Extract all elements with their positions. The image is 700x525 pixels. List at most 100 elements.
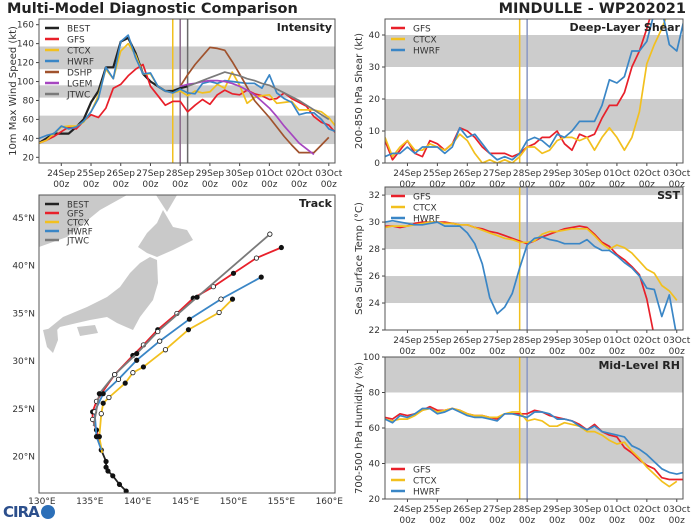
track-point-hwrf (186, 316, 192, 322)
sst-series-hwrf (385, 219, 677, 330)
track-x-tick-label: 140°E (124, 497, 152, 507)
shear-legend-label: GFS (413, 25, 431, 35)
shear-x-tick-sublabel: 00z (399, 180, 415, 190)
sst-gray-band (385, 222, 683, 250)
track-point-gfs (278, 244, 284, 251)
rh-x-tick-label: 27Sep (483, 505, 512, 515)
intensity-y-tick-label: 60 (23, 115, 35, 125)
track-line-hwrf (93, 276, 262, 451)
intensity-series-jtwc (187, 71, 330, 121)
sst-y-axis-label: Sea Surface Temp (°C) (354, 202, 365, 315)
intensity-series-group (39, 34, 335, 156)
rh-x-tick-sublabel: 00z (459, 516, 475, 525)
intensity-x-tick-label: 29Sep (196, 169, 225, 179)
sst-plot-area (385, 187, 683, 330)
rh-x-tick-sublabel: 00z (519, 516, 535, 525)
track-x-tick-label: 155°E (268, 497, 296, 507)
rh-panel-title: Mid-Level RH (598, 359, 680, 372)
rh-axes-frame (384, 356, 684, 500)
intensity-series-hwrf (39, 34, 335, 140)
intensity-x-tick-sublabel: 00z (261, 180, 277, 190)
shear-legend-label: CTCX (413, 36, 437, 46)
track-y-tick-label: 30°N (12, 357, 35, 367)
sst-x-tick-sublabel: 00z (459, 347, 475, 357)
intensity-x-tick-sublabel: 00z (172, 180, 188, 190)
track-point-ctcx (100, 400, 106, 406)
shear-y-axis-label: 200-850 hPa Shear (kt) (354, 33, 365, 149)
rh-y-tick-label: 80 (369, 389, 381, 399)
shear-axes-frame (384, 18, 684, 164)
rh-x-tick-sublabel: 00z (609, 516, 625, 525)
rh-x-tick-sublabel: 00z (429, 516, 445, 525)
track-legend-label: JTWC (66, 237, 89, 247)
rh-x-tick-sublabel: 00z (579, 516, 595, 525)
storm-title: MINDULLE - WP202021 (498, 1, 686, 17)
shear-x-tick-sublabel: 00z (579, 180, 595, 190)
sst-y-tick-label: 28 (369, 245, 381, 255)
track-point-hwrf (115, 376, 122, 382)
shear-x-tick-label: 24Sep (393, 169, 422, 179)
intensity-x-tick-sublabel: 00z (291, 180, 307, 190)
rh-x-tick-label: 29Sep (543, 505, 572, 515)
track-y-tick-label: 45°N (12, 214, 35, 224)
cira-logo: CIRA (3, 503, 55, 521)
sst-x-tick-label: 27Sep (483, 336, 512, 346)
sst-x-tick-sublabel: 00z (489, 347, 505, 357)
rh-x-tick-sublabel: 00z (549, 516, 565, 525)
shear-y-tick-label: 10 (369, 127, 381, 137)
shear-x-tick-sublabel: 00z (459, 180, 475, 190)
shear-x-tick-label: 28Sep (513, 169, 542, 179)
track-point-ctcx (216, 309, 222, 316)
land-honshu (47, 257, 158, 337)
track-x-tick-label: 160°E (316, 497, 344, 507)
intensity-panel-title: Intensity (277, 21, 332, 34)
page-title: Multi-Model Diagnostic Comparison (7, 1, 298, 17)
rh-x-tick-label: 26Sep (453, 505, 482, 515)
intensity-y-tick-label: 120 (17, 59, 34, 69)
track-point-hwrf (157, 338, 163, 344)
track-point-hwrf (134, 357, 140, 363)
shear-x-tick-label: 03Oct (663, 169, 690, 179)
track-point-jtwc (267, 231, 273, 237)
rh-y-tick-label: 20 (369, 495, 381, 505)
track-plot-area (39, 195, 335, 493)
land-mainland-asia (39, 195, 127, 247)
intensity-x-tick-sublabel: 00z (202, 180, 218, 190)
rh-y-axis-label: 700-500 hPa Humidity (%) (354, 362, 365, 494)
intensity-legend-label: JTWC (66, 91, 90, 101)
shear-x-tick-sublabel: 00z (429, 180, 445, 190)
track-x-tick-label: 150°E (220, 497, 248, 507)
sst-legend-label: HWRF (413, 215, 440, 225)
sst-x-tick-label: 24Sep (393, 336, 422, 346)
sst-x-tick-label: 26Sep (453, 336, 482, 346)
track-point-best (116, 481, 123, 488)
shear-series-hwrf (385, 19, 683, 161)
track-point-ctcx (130, 370, 136, 376)
rh-x-tick-label: 03Oct (663, 505, 690, 515)
intensity-y-tick-label: 140 (17, 40, 34, 50)
track-line-gfs (91, 246, 282, 451)
rh-x-tick-label: 30Sep (573, 505, 602, 515)
shear-panel-title: Deep-Layer Shear (569, 21, 680, 34)
track-point-ctcx (98, 411, 104, 417)
sst-x-tick-label: 29Sep (543, 336, 572, 346)
intensity-x-tick-sublabel: 00z (113, 180, 129, 190)
track-point-ctcx (229, 296, 236, 302)
rh-y-tick-label: 100 (363, 353, 380, 363)
track-legend-label: BEST (67, 201, 90, 211)
shear-series-group (385, 19, 683, 163)
track-point-ctcx (106, 394, 112, 401)
sst-legend-label: GFS (413, 193, 431, 203)
track-point-gfs (230, 270, 237, 276)
shear-series-ctcx (385, 19, 667, 163)
sst-y-tick-label: 22 (369, 326, 380, 336)
sst-x-tick-sublabel: 00z (579, 347, 595, 357)
track-y-tick-label: 40°N (12, 262, 35, 272)
intensity-legend-label: CTCX (67, 47, 91, 57)
land-group (39, 195, 193, 353)
intensity-legend-label: BEST (67, 25, 91, 35)
track-point-jtwc (155, 328, 161, 335)
land-sakhalin (156, 195, 177, 212)
rh-series-hwrf (385, 407, 683, 475)
track-x-tick-label: 130°E (28, 497, 56, 507)
